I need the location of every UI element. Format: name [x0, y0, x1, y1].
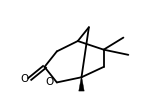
Polygon shape: [79, 77, 84, 91]
Text: O: O: [21, 74, 29, 84]
Text: O: O: [45, 77, 54, 87]
